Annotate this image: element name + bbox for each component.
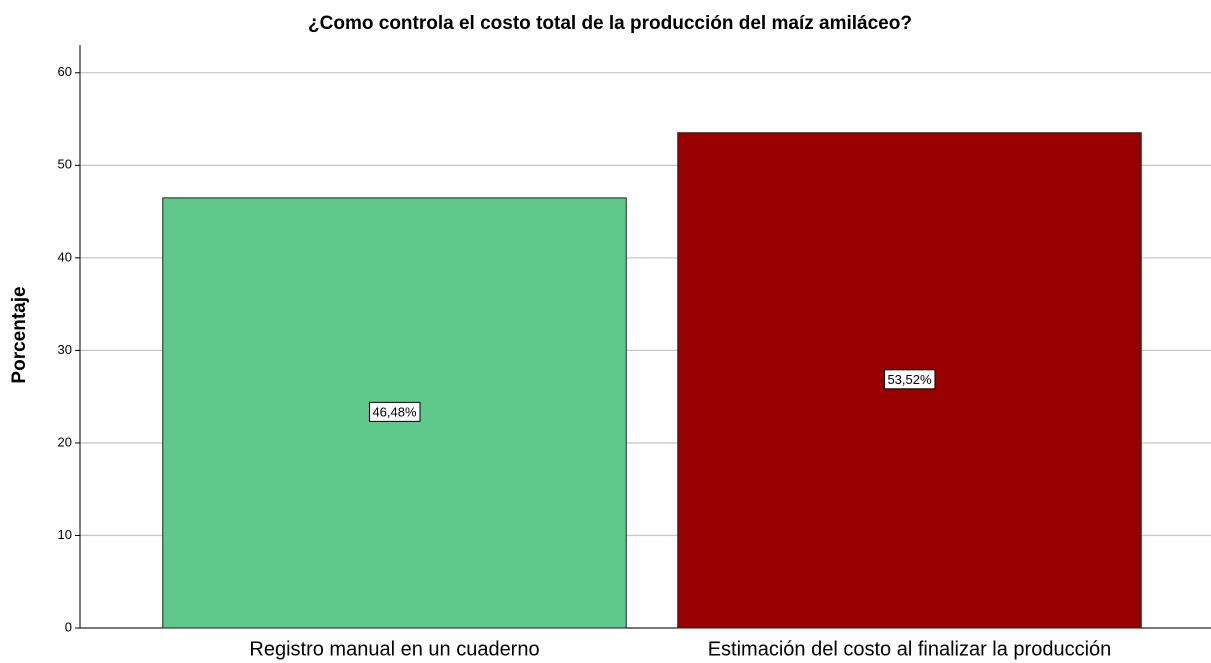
x-tick-label: Registro manual en un cuaderno [249, 638, 539, 660]
data-label: 46,48% [372, 404, 417, 419]
x-tick-label: Estimación del costo al finalizar la pro… [708, 638, 1112, 660]
y-tick-label: 60 [58, 64, 72, 79]
y-tick-label: 40 [58, 249, 72, 264]
data-label: 53,52% [887, 372, 932, 387]
chart-title: ¿Como controla el costo total de la prod… [308, 13, 912, 34]
y-tick-label: 10 [58, 527, 72, 542]
data-label-box [883, 369, 936, 390]
data-label-box [368, 401, 421, 422]
y-axis-label: Porcentaje [9, 286, 30, 383]
y-tick-label: 0 [65, 619, 72, 634]
y-tick-label: 30 [58, 342, 72, 357]
y-tick-label: 50 [58, 157, 72, 172]
y-tick-label: 20 [58, 434, 72, 449]
